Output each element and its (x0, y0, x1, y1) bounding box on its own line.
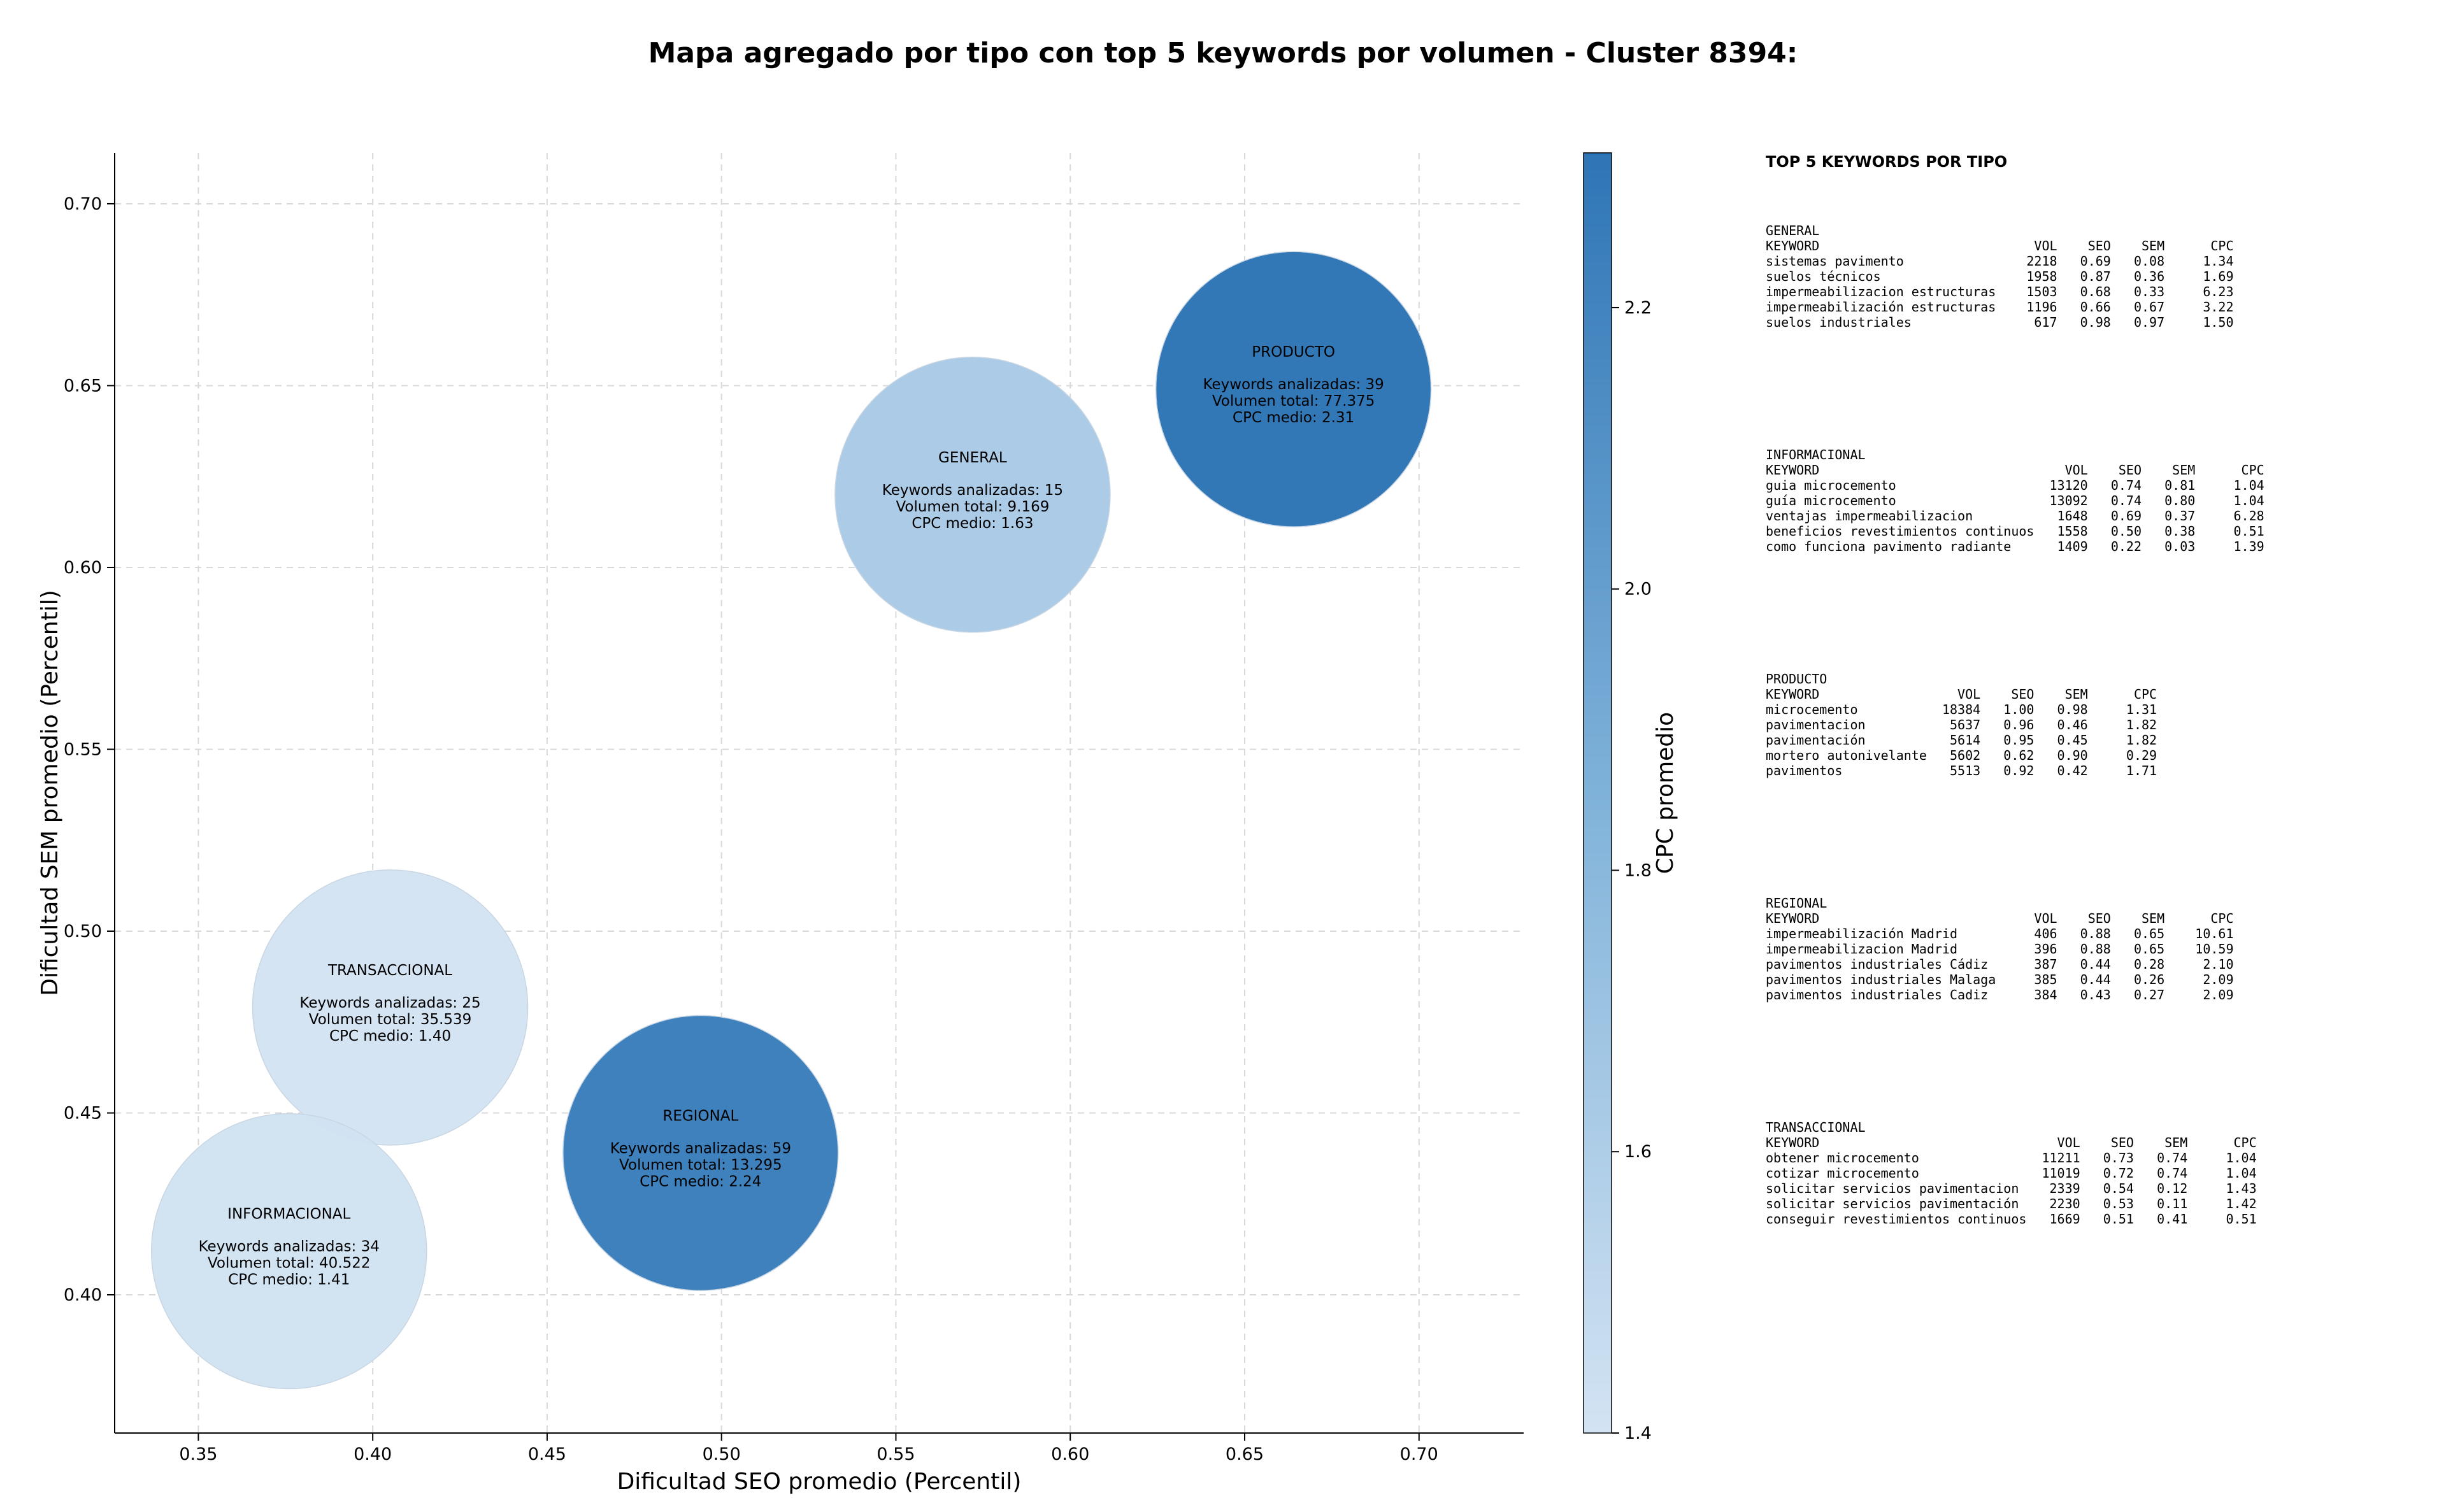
x-tick-label: 0.40 (354, 1444, 392, 1464)
y-tick-label: 0.45 (64, 1104, 102, 1123)
keyword-table-text: REGIONAL KEYWORD VOL SEO SEM CPC imperme… (1766, 895, 2234, 1002)
bubble-stat: Volumen total: 77.375 (1212, 393, 1375, 410)
bubble-stat: CPC medio: 2.24 (640, 1173, 761, 1190)
y-axis-label: Dificultad SEM promedio (Percentil) (37, 590, 63, 996)
bubble-regional (562, 1015, 839, 1292)
keyword-table-text: INFORMACIONAL KEYWORD VOL SEO SEM CPC gu… (1766, 447, 2264, 554)
y-tick-label: 0.40 (64, 1285, 102, 1305)
keyword-table-transaccional: TRANSACCIONAL KEYWORD VOL SEO SEM CPC ob… (1766, 1120, 2428, 1227)
y-tick-label: 0.50 (64, 922, 102, 941)
axes: 0.35 0.40 0.45 0.50 0.55 0.60 0.65 0.70 0.40 0.45… (37, 153, 1524, 1495)
colorbar-tick-label: 1.4 (1624, 1423, 1652, 1443)
bubble-producto (1155, 251, 1432, 527)
bubble-label: TRANSACCIONAL (327, 962, 452, 979)
bubble-stat: Keywords analizadas: 39 (1203, 376, 1384, 393)
bubble-stat: CPC medio: 1.63 (912, 515, 1033, 532)
keyword-table-general: GENERAL KEYWORD VOL SEO SEM CPC sistemas… (1766, 223, 2428, 330)
x-tick-label: 0.45 (528, 1444, 566, 1464)
x-tick-label: 0.55 (876, 1444, 915, 1464)
keyword-table-producto: PRODUCTO KEYWORD VOL SEO SEM CPC microce… (1766, 671, 2428, 778)
y-tick-label: 0.70 (64, 194, 102, 214)
bubble-stat: Volumen total: 9.169 (896, 499, 1049, 515)
colorbar-bar (1583, 152, 1612, 1434)
colorbar-label: CPC promedio (1652, 712, 1678, 874)
x-axis-label: Dificultad SEO promedio (Percentil) (617, 1469, 1022, 1495)
bubble-general (834, 357, 1111, 633)
bubble-stat: CPC medio: 1.41 (228, 1271, 350, 1288)
bubble-stat: CPC medio: 2.31 (1233, 410, 1354, 426)
y-tick-label: 0.60 (64, 558, 102, 578)
x-tick-label: 0.35 (179, 1444, 217, 1464)
bubble-informacional (151, 1113, 427, 1390)
keyword-table-regional: REGIONAL KEYWORD VOL SEO SEM CPC imperme… (1766, 895, 2428, 1002)
y-tick-label: 0.55 (64, 739, 102, 759)
bubble-stat: Keywords analizadas: 34 (199, 1238, 380, 1255)
bubble-stat: Keywords analizadas: 59 (610, 1140, 791, 1157)
x-tick-label: 0.70 (1400, 1444, 1438, 1464)
bubble-stat: Volumen total: 13.295 (619, 1157, 782, 1173)
bubble-stat: CPC medio: 1.40 (329, 1028, 451, 1045)
colorbar-tick-label: 2.0 (1624, 580, 1652, 599)
keyword-table-text: PRODUCTO KEYWORD VOL SEO SEM CPC microce… (1766, 671, 2157, 778)
colorbar: 1.4 1.6 1.8 2.0 2.2 CPC promedio (1583, 152, 1678, 1443)
bubble-label: INFORMACIONAL (227, 1206, 350, 1222)
y-tick-label: 0.65 (64, 376, 102, 396)
x-tick-label: 0.60 (1051, 1444, 1089, 1464)
keyword-table-text: GENERAL KEYWORD VOL SEO SEM CPC sistemas… (1766, 223, 2234, 330)
bubble-label: GENERAL (938, 450, 1007, 466)
bubble-stat: Volumen total: 35.539 (309, 1011, 472, 1028)
bubble-label: PRODUCTO (1252, 344, 1335, 360)
colorbar-tick-label: 1.6 (1624, 1142, 1652, 1162)
bubble-stat: Volumen total: 40.522 (208, 1255, 371, 1271)
keyword-table-informacional: INFORMACIONAL KEYWORD VOL SEO SEM CPC gu… (1766, 447, 2428, 554)
top-keywords-panel: TOP 5 KEYWORDS POR TIPO GENERAL KEYWORD … (1766, 153, 2428, 1344)
keyword-table-text: TRANSACCIONAL KEYWORD VOL SEO SEM CPC ob… (1766, 1120, 2257, 1227)
top-keywords-title: TOP 5 KEYWORDS POR TIPO (1766, 153, 2008, 171)
chart-title: Mapa agregado por tipo con top 5 keyword… (648, 37, 1798, 69)
x-tick-label: 0.50 (703, 1444, 741, 1464)
bubble-label: REGIONAL (662, 1108, 738, 1124)
x-tick-label: 0.65 (1226, 1444, 1264, 1464)
colorbar-tick-label: 1.8 (1624, 860, 1652, 880)
bubble-stat: Keywords analizadas: 15 (882, 482, 1063, 499)
bubble-transaccional (252, 869, 529, 1146)
bubble-stat: Keywords analizadas: 25 (299, 995, 480, 1011)
colorbar-tick-label: 2.2 (1624, 298, 1652, 318)
